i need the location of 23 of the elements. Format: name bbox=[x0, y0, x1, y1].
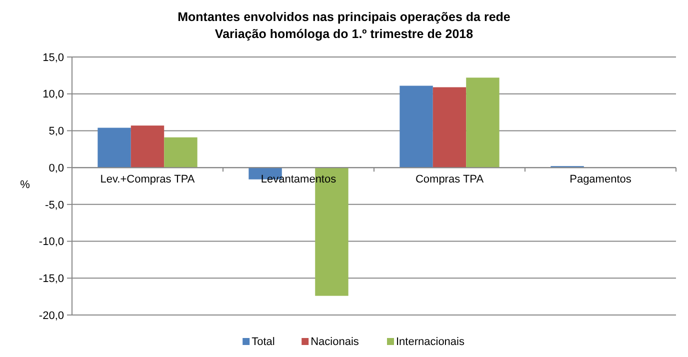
bar bbox=[400, 86, 433, 168]
y-tick-label: -15,0 bbox=[38, 272, 64, 285]
chart-subtitle: Variação homóloga do 1.º trimestre de 2018 bbox=[214, 27, 474, 41]
legend-label: Total bbox=[252, 336, 275, 348]
y-tick-label: 15,0 bbox=[42, 52, 64, 64]
y-tick-label: -20,0 bbox=[38, 310, 64, 322]
bar bbox=[98, 128, 131, 168]
y-axis-title: % bbox=[20, 179, 30, 191]
y-tick-label: -10,0 bbox=[38, 236, 64, 248]
legend-label: Nacionais bbox=[310, 336, 360, 348]
x-tick-label: Lev.+Compras TPA bbox=[100, 174, 196, 186]
y-tick-label: 0,0 bbox=[48, 162, 64, 174]
bar bbox=[164, 137, 198, 168]
x-tick-label: Compras TPA bbox=[415, 174, 484, 186]
bar bbox=[432, 87, 466, 168]
y-tick-label: 5,0 bbox=[48, 126, 64, 138]
y-tick-label: -5,0 bbox=[45, 199, 64, 212]
x-tick-label: Pagamentos bbox=[570, 174, 632, 186]
chart-title: Montantes envolvidos nas principais operações da rede bbox=[178, 10, 510, 24]
bar bbox=[466, 78, 500, 168]
bar bbox=[130, 126, 164, 168]
y-tick-label: 10,0 bbox=[42, 88, 64, 101]
legend-label: Internacionais bbox=[396, 336, 465, 348]
